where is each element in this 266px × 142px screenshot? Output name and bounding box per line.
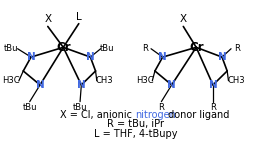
Text: CH3: CH3 bbox=[227, 76, 245, 85]
Text: tBu: tBu bbox=[4, 44, 18, 53]
Text: R: R bbox=[235, 44, 240, 53]
Text: R: R bbox=[142, 44, 148, 53]
Text: L = THF, 4-tBupy: L = THF, 4-tBupy bbox=[94, 129, 177, 139]
Text: X = Cl, anionic: X = Cl, anionic bbox=[60, 110, 136, 120]
Text: nitrogen: nitrogen bbox=[136, 110, 176, 120]
Text: donor ligand: donor ligand bbox=[165, 110, 230, 120]
Text: N: N bbox=[77, 80, 86, 90]
Text: X: X bbox=[44, 14, 51, 24]
Text: tBu: tBu bbox=[73, 103, 87, 112]
Text: tBu: tBu bbox=[100, 44, 114, 53]
Text: N: N bbox=[218, 52, 226, 62]
Text: N: N bbox=[27, 52, 35, 62]
Text: R: R bbox=[159, 103, 164, 112]
Text: R = tBu, iPr: R = tBu, iPr bbox=[107, 119, 164, 130]
Text: Cr: Cr bbox=[56, 41, 70, 54]
Text: tBu: tBu bbox=[22, 103, 37, 112]
Text: N: N bbox=[158, 52, 167, 62]
Text: CH3: CH3 bbox=[96, 76, 113, 85]
Text: R: R bbox=[210, 103, 216, 112]
Text: N: N bbox=[36, 80, 44, 90]
Text: Cr: Cr bbox=[189, 41, 203, 54]
Text: H3C: H3C bbox=[136, 76, 153, 85]
Text: N: N bbox=[209, 80, 217, 90]
Text: L: L bbox=[76, 12, 82, 22]
Text: H3C: H3C bbox=[2, 76, 20, 85]
Text: N: N bbox=[167, 80, 176, 90]
Text: X: X bbox=[180, 14, 187, 24]
Text: N: N bbox=[86, 52, 95, 62]
